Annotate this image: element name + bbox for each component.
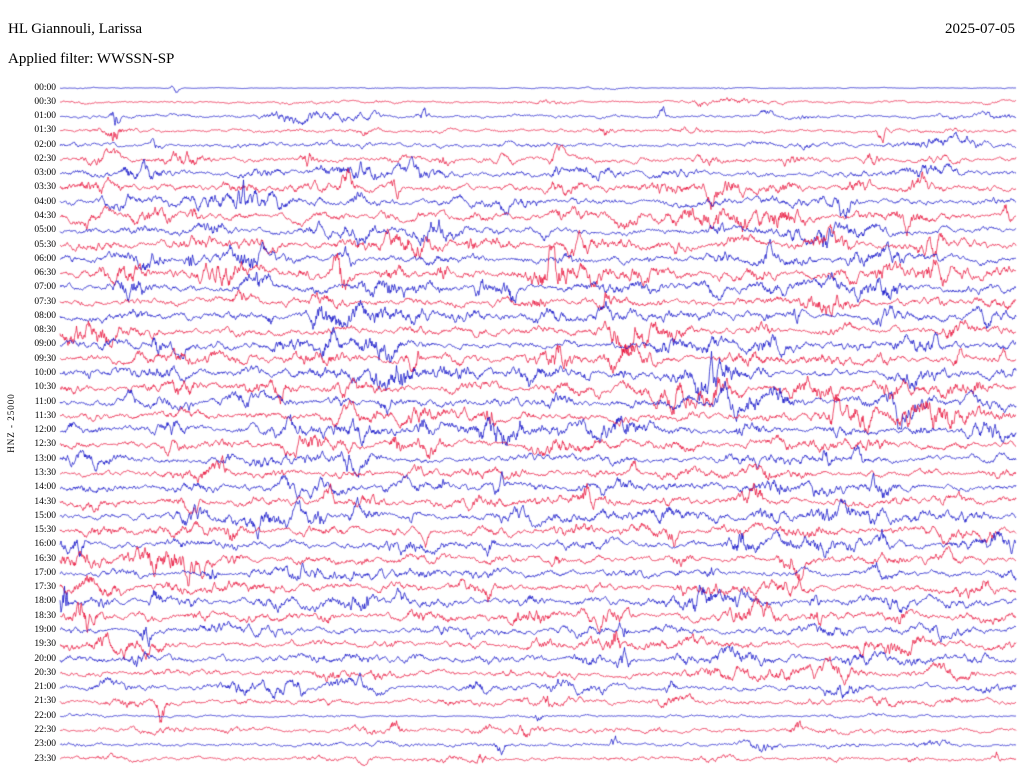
- time-label: 19:30: [34, 639, 56, 650]
- time-label: 14:30: [34, 496, 56, 507]
- time-label: 02:30: [34, 153, 56, 164]
- time-label: 18:30: [34, 610, 56, 621]
- time-label: 21:00: [34, 682, 56, 693]
- time-label: 07:30: [34, 296, 56, 307]
- time-label: 22:00: [34, 710, 56, 721]
- time-label: 01:30: [34, 125, 56, 136]
- time-label: 14:00: [34, 482, 56, 493]
- time-label: 13:30: [34, 467, 56, 478]
- time-label: 16:30: [34, 553, 56, 564]
- time-label: 23:30: [34, 753, 56, 764]
- time-label: 20:30: [34, 667, 56, 678]
- time-label: 13:00: [34, 453, 56, 464]
- time-label: 11:00: [34, 396, 56, 407]
- time-label: 23:00: [34, 739, 56, 750]
- time-label: 07:00: [34, 282, 56, 293]
- time-label: 03:30: [34, 182, 56, 193]
- time-label: 15:00: [34, 510, 56, 521]
- time-label: 03:00: [34, 168, 56, 179]
- time-label: 19:00: [34, 625, 56, 635]
- time-label: 02:00: [34, 139, 56, 150]
- time-label: 06:00: [34, 253, 56, 264]
- applied-filter-label: Applied filter: WWSSN-SP: [8, 51, 175, 67]
- station-name: HL Giannouli, Larissa: [8, 21, 142, 37]
- time-label: 20:00: [34, 653, 56, 664]
- time-label: 11:30: [34, 410, 56, 421]
- time-label: 00:00: [34, 82, 56, 93]
- time-label: 04:00: [34, 196, 56, 207]
- time-label: 08:30: [34, 325, 56, 336]
- time-label: 18:00: [34, 596, 56, 607]
- time-label: 17:00: [34, 567, 56, 578]
- time-label: 09:30: [34, 353, 56, 364]
- time-label: 08:00: [34, 310, 56, 321]
- time-label: 01:00: [34, 111, 56, 122]
- time-label: 00:30: [34, 96, 56, 107]
- time-label: 09:00: [34, 339, 56, 350]
- time-label: 22:30: [34, 724, 56, 735]
- time-label: 04:30: [34, 210, 56, 221]
- time-label: 12:00: [34, 425, 56, 436]
- time-label: 21:30: [34, 696, 56, 707]
- time-label: 17:30: [34, 582, 56, 593]
- record-date: 2025-07-05: [945, 21, 1015, 37]
- time-label: 05:30: [34, 239, 56, 250]
- time-label: 05:00: [34, 225, 56, 236]
- time-label: 06:30: [34, 268, 56, 279]
- time-label: 16:00: [34, 539, 56, 550]
- time-label: 12:30: [34, 439, 56, 450]
- time-label: 10:00: [34, 368, 56, 379]
- time-label: 10:30: [34, 382, 56, 393]
- time-label: 15:30: [34, 525, 56, 536]
